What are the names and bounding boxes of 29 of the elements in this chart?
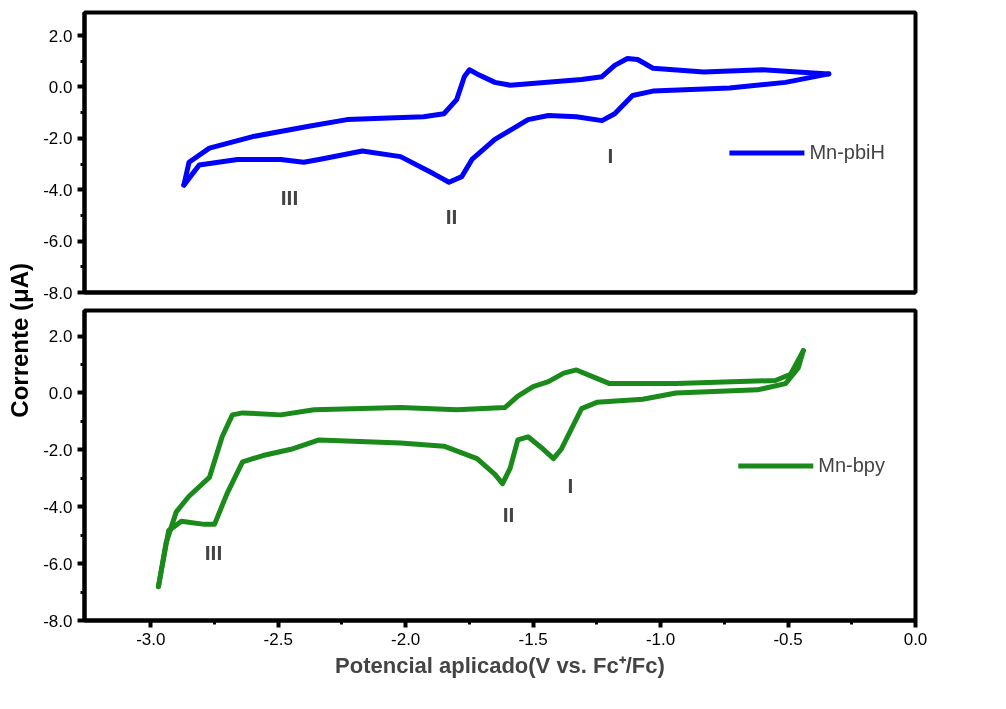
- annotation: I: [607, 144, 614, 167]
- y-tick-label: -2.0: [43, 440, 73, 460]
- x-axis-title: Potencial aplicado(V vs. Fc⁺/Fc): [335, 652, 665, 678]
- legend-label: Mn-bpy: [818, 453, 885, 477]
- annotation: III: [280, 186, 299, 209]
- y-tick-label: -6.0: [43, 232, 73, 252]
- x-tick-label: -2.0: [391, 629, 421, 649]
- annotation: I: [567, 474, 574, 497]
- y-tick-label: 2.0: [48, 26, 73, 46]
- annotation: II: [502, 503, 515, 526]
- x-tick-label: -1.0: [645, 629, 676, 649]
- legend-label: Mn-pbiH: [809, 140, 885, 164]
- y-tick-label: -8.0: [43, 283, 73, 303]
- annotation: III: [204, 541, 223, 564]
- y-tick-label: 2.0: [48, 327, 73, 347]
- y-tick-label: -8.0: [43, 611, 73, 631]
- x-tick-label: -1.5: [518, 629, 548, 649]
- y-tick-label: -4.0: [43, 497, 73, 517]
- y-tick-label: -2.0: [43, 129, 73, 149]
- y-tick-label: -4.0: [43, 180, 73, 200]
- x-tick-label: -2.5: [263, 629, 293, 649]
- x-tick-label: -3.0: [136, 629, 166, 649]
- y-tick-label: -6.0: [43, 554, 73, 574]
- y-tick-label: 0.0: [48, 383, 73, 403]
- x-tick-label: -0.5: [773, 629, 803, 649]
- y-tick-label: 0.0: [48, 78, 73, 97]
- y-axis-title: Corrente (μA): [6, 262, 34, 418]
- annotation: II: [445, 205, 458, 228]
- x-tick-label: 0.0: [903, 629, 928, 649]
